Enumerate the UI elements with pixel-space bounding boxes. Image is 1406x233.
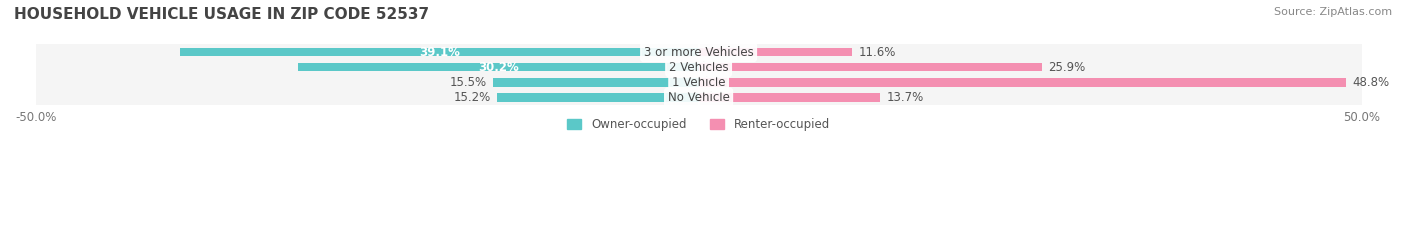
- Text: No Vehicle: No Vehicle: [668, 91, 730, 104]
- Bar: [180, 48, 699, 56]
- Legend: Owner-occupied, Renter-occupied: Owner-occupied, Renter-occupied: [562, 113, 835, 136]
- Bar: [35, 75, 1361, 90]
- Text: 48.8%: 48.8%: [1353, 76, 1389, 89]
- Text: 15.5%: 15.5%: [450, 76, 486, 89]
- Text: 30.2%: 30.2%: [478, 61, 519, 74]
- Bar: [494, 78, 699, 86]
- Bar: [35, 60, 1361, 75]
- Text: 15.2%: 15.2%: [453, 91, 491, 104]
- Text: Source: ZipAtlas.com: Source: ZipAtlas.com: [1274, 7, 1392, 17]
- Text: 2 Vehicles: 2 Vehicles: [669, 61, 728, 74]
- Text: 39.1%: 39.1%: [419, 45, 460, 58]
- Bar: [35, 90, 1361, 105]
- Bar: [699, 78, 1346, 86]
- Bar: [699, 48, 852, 56]
- Bar: [699, 93, 880, 102]
- Bar: [498, 93, 699, 102]
- Text: 13.7%: 13.7%: [887, 91, 924, 104]
- Text: 25.9%: 25.9%: [1049, 61, 1085, 74]
- Bar: [298, 63, 699, 71]
- Text: 1 Vehicle: 1 Vehicle: [672, 76, 725, 89]
- Bar: [35, 45, 1361, 60]
- Bar: [699, 63, 1042, 71]
- Text: HOUSEHOLD VEHICLE USAGE IN ZIP CODE 52537: HOUSEHOLD VEHICLE USAGE IN ZIP CODE 5253…: [14, 7, 429, 22]
- Text: 3 or more Vehicles: 3 or more Vehicles: [644, 45, 754, 58]
- Text: 11.6%: 11.6%: [859, 45, 897, 58]
